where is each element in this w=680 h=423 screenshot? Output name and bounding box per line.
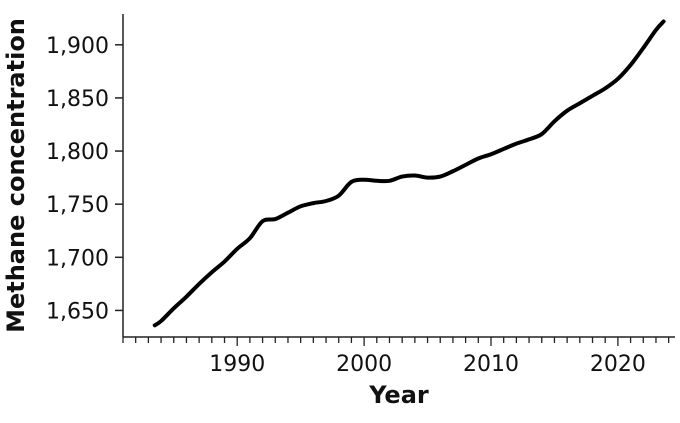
y-tick-label: 1,750 [46, 193, 109, 218]
x-tick-label: 2000 [336, 352, 392, 377]
y-tick-label: 1,700 [46, 246, 109, 271]
y-tick-label: 1,900 [46, 34, 109, 59]
tick-layer: 1,650 1,700 1,750 1,800 1,850 1,900 1990 2000 20… [46, 34, 670, 377]
x-tick-label: 1990 [209, 352, 265, 377]
y-tick-label: 1,650 [46, 299, 109, 324]
x-axis-title: Year [368, 381, 429, 409]
x-tick-label: 2010 [463, 352, 519, 377]
y-tick-label: 1,850 [46, 87, 109, 112]
y-axis-title: Methane concentration [2, 18, 30, 333]
y-tick-label: 1,800 [46, 140, 109, 165]
x-tick-label: 2020 [590, 352, 646, 377]
methane-series-line [152, 19, 666, 328]
